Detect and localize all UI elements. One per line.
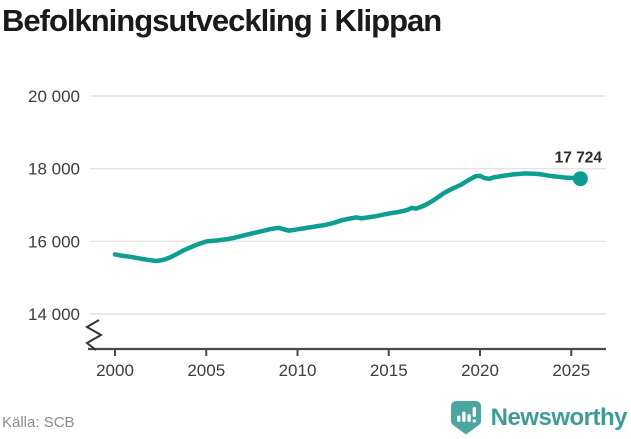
x-tick-label: 2020 — [461, 361, 499, 380]
newsworthy-wordmark: Newsworthy — [490, 404, 628, 431]
chart-area: 14 000 16 000 18 000 20 000 2000 2005 2010 2015… — [0, 58, 631, 398]
end-point-dot — [572, 171, 588, 187]
x-tick-label: 2000 — [96, 361, 134, 380]
chart-title: Befolkningsutveckling i Klippan — [2, 3, 442, 38]
y-tick-label: 16 000 — [28, 232, 80, 251]
y-tick-label: 20 000 — [28, 87, 80, 106]
y-tick-label: 18 000 — [28, 160, 80, 179]
end-value-label: 17 724 — [555, 150, 603, 167]
x-tick-label: 2025 — [552, 361, 590, 380]
newsworthy-logo-icon — [449, 400, 483, 436]
x-tick-label: 2015 — [370, 361, 408, 380]
x-tick-label: 2005 — [187, 361, 225, 380]
newsworthy-brand-link[interactable]: Newsworthy — [449, 400, 628, 436]
y-tick-label: 14 000 — [28, 305, 80, 324]
source-label: Källa: SCB — [2, 414, 75, 431]
population-line — [112, 171, 583, 264]
y-axis-break-icon — [85, 319, 104, 351]
x-tick-label: 2010 — [279, 361, 317, 380]
population-chart: 14 000 16 000 18 000 20 000 2000 2005 2010 2015… — [28, 87, 606, 380]
